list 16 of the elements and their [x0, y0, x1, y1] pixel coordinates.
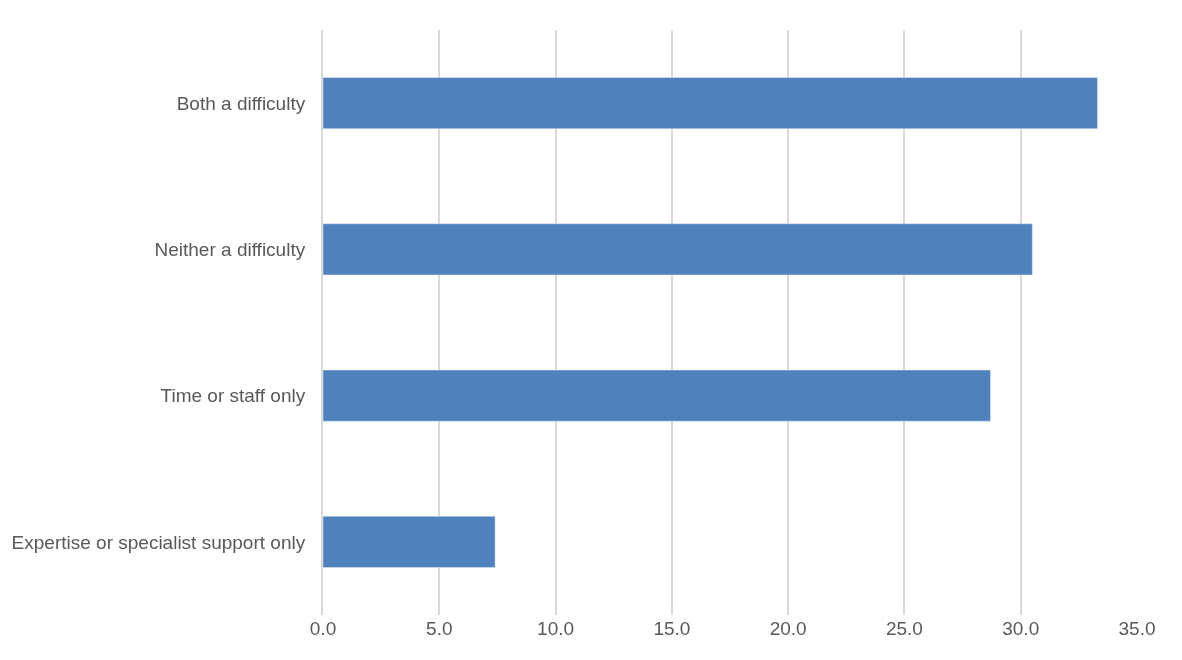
y-tick-label: Both a difficulty [176, 92, 306, 114]
y-tick-label: Expertise or specialist support only [11, 531, 306, 553]
x-tick-label: 15.0 [653, 618, 691, 639]
bar [323, 369, 991, 422]
x-tick-label: 25.0 [885, 618, 923, 639]
x-tick-label: 30.0 [1002, 618, 1040, 639]
bar [323, 223, 1033, 276]
x-tick-label: 0.0 [309, 618, 337, 639]
bar [323, 77, 1098, 129]
bar [323, 516, 496, 568]
y-tick-label: Neither a difficulty [154, 239, 306, 261]
y-tick-label: Time or staff only [160, 385, 306, 407]
x-tick-label: 35.0 [1118, 618, 1156, 639]
x-tick-label: 5.0 [426, 618, 453, 639]
x-tick-label: 10.0 [537, 618, 575, 639]
x-tick-label: 20.0 [769, 618, 807, 639]
